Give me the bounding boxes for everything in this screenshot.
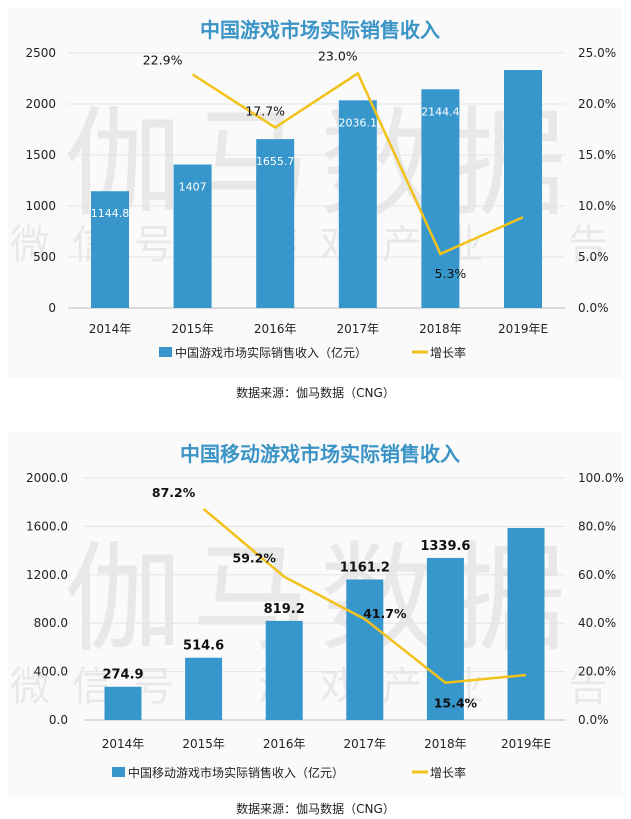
chart-2-right-tick-label: 20.0% [578,665,616,679]
chart-1-left-tick-label: 1000 [25,199,56,213]
chart-1-bar [338,100,377,308]
chart-2-watermark-big: 伽马数据 [64,530,576,668]
chart-2-bar-label: 514.6 [183,639,224,654]
chart-2-bar [185,657,223,720]
chart-1-x-tick-label: 2016年 [254,322,297,336]
chart-2-x-tick-label: 2019年E [501,737,551,751]
chart-2-right-tick-label: 0.0% [578,713,609,727]
chart-2-left-tick-label: 2000.0 [26,471,68,485]
chart-1-source: 数据来源：伽马数据（CNG） [236,386,395,400]
chart-2-growth-label: 41.7% [363,606,407,621]
chart-1-legend-bar-label: 中国游戏市场实际销售收入（亿元） [175,345,367,360]
chart-1-left-tick-label: 2000 [25,97,56,111]
chart-2-x-tick-label: 2014年 [102,737,145,751]
chart-2-left-tick-label: 0.0 [49,713,68,727]
chart-1-growth-label: 23.0% [318,48,358,63]
chart-1-bar-label: 2144.4 [421,105,460,118]
chart-1-left-tick-label: 2500 [25,46,56,60]
chart-2-right-tick-label: 80.0% [578,519,616,533]
chart-1-bar-label: 2036.1 [339,116,378,129]
chart-1-watermark-big: 伽马数据 [64,95,576,233]
chart-1-growth-label: 17.7% [245,103,285,118]
chart-2-bar-label: 1161.2 [340,560,390,575]
chart-2-x-tick-label: 2018年 [424,737,467,751]
chart-2-title: 中国移动游戏市场实际销售收入 [180,442,460,466]
chart-1-right-tick-label: 15.0% [578,148,616,162]
chart-2-legend-bar-swatch [112,767,125,777]
chart-2-legend-line-label: 增长率 [430,765,466,780]
chart-2-growth-line [202,508,527,685]
chart-2-right-tick-label: 60.0% [578,568,616,582]
chart-2-right-tick-label: 100.0% [578,471,624,485]
chart-2-legend-bar-label: 中国移动游戏市场实际销售收入（亿元） [128,765,344,780]
chart-1-bar [504,70,542,308]
chart-1-title: 中国游戏市场实际销售收入 [200,18,440,42]
chart-2-bar [346,579,384,720]
chart-1-growth-line [191,71,524,256]
chart-1-right-tick-label: 25.0% [578,46,616,60]
chart-1-x-tick-label: 2019年E [498,322,548,336]
chart-2-bar [426,557,464,720]
chart-1-bar-label: 1407 [179,180,207,193]
chart-1-right-tick-label: 5.0% [578,250,609,264]
chart-1-bar [91,191,129,308]
chart-1-bar [173,164,212,308]
chart-1-bar [256,139,295,308]
chart-1-x-tick-label: 2015年 [171,322,214,336]
chart-1-growth-label: 22.9% [143,52,183,67]
chart-2-left-tick-label: 800.0 [34,616,68,630]
chart-2-source: 数据来源：伽马数据（CNG） [236,802,395,816]
chart-1-left-tick-label: 500 [33,250,56,264]
chart-2-left-tick-label: 1600.0 [26,519,68,533]
chart-1-x-tick-label: 2017年 [337,322,380,336]
chart-2-bar-label: 1339.6 [420,539,470,554]
chart-1-x-tick-label: 2018年 [419,322,462,336]
chart-1-right-tick-label: 0.0% [578,301,609,315]
chart-2-bar-label: 274.9 [102,668,143,683]
chart-2-x-tick-label: 2015年 [182,737,225,751]
chart-1-legend-line-label: 增长率 [430,345,466,360]
chart-2-growth-label: 87.2% [152,485,196,500]
chart-2-bar-label: 819.2 [264,602,305,617]
chart-2-left-tick-label: 1200.0 [26,568,68,582]
chart-1-growth-label: 5.3% [435,266,467,281]
chart-1-bar-label: 1655.7 [256,155,295,168]
chart-2-bar [104,686,142,720]
chart-2-growth-label: 59.2% [233,551,277,566]
chart-2-left-tick-label: 400.0 [34,665,68,679]
chart-1-left-tick-label: 0 [48,301,56,315]
chart-2-growth-label: 15.4% [434,696,478,711]
chart-1-x-tick-label: 2014年 [89,322,132,336]
chart-1-legend-bar-swatch [159,347,172,357]
chart-2-x-tick-label: 2017年 [344,737,387,751]
chart-1-right-tick-label: 20.0% [578,97,616,111]
chart-1-bar-label: 1144.8 [91,207,130,220]
chart-1-left-tick-label: 1500 [25,148,56,162]
chart-2-right-tick-label: 40.0% [578,616,616,630]
chart-2-bar [265,620,303,720]
chart-2-x-tick-label: 2016年 [263,737,306,751]
chart-2-bar [507,527,545,720]
chart-1-right-tick-label: 10.0% [578,199,616,213]
chart-1-bar [421,89,460,308]
